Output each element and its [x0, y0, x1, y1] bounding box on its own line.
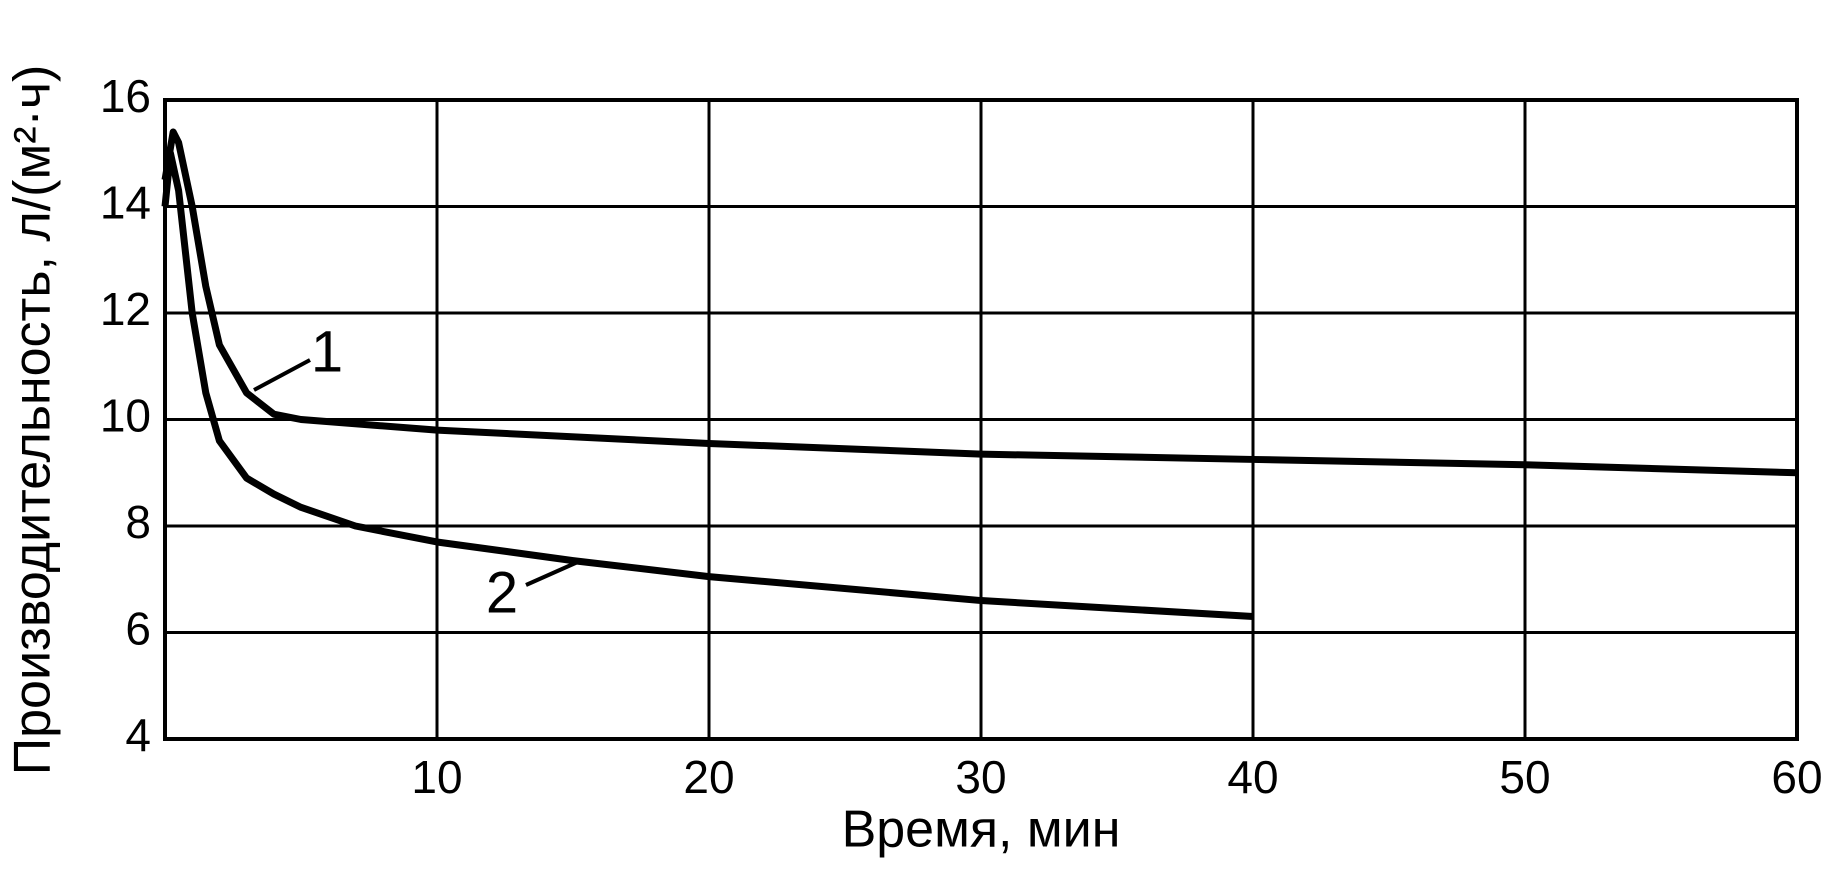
series-label: 2 — [486, 560, 518, 625]
leader-line — [525, 559, 581, 587]
y-tick-label: 14 — [100, 177, 151, 229]
y-tick-label: 6 — [125, 603, 151, 655]
x-tick-label: 50 — [1499, 751, 1550, 803]
x-tick-label: 60 — [1771, 751, 1822, 803]
y-tick-label: 16 — [100, 70, 151, 122]
line-series — [161, 149, 1254, 621]
x-tick-label: 40 — [1227, 751, 1278, 803]
y-tick-label: 10 — [100, 390, 151, 442]
y-tick-label: 12 — [100, 283, 151, 335]
x-tick-label: 30 — [955, 751, 1006, 803]
leader-line — [253, 358, 311, 392]
plot-frame — [163, 98, 1799, 741]
y-tick-label: 4 — [125, 709, 151, 761]
y-axis-title: Производительность, л/(м²·ч) — [4, 65, 62, 776]
y-tick-label: 8 — [125, 496, 151, 548]
x-axis-title: Время, мин — [842, 801, 1121, 859]
x-tick-label: 10 — [411, 751, 462, 803]
line-series — [161, 128, 1798, 477]
series-label: 1 — [311, 319, 343, 384]
grid — [165, 98, 1799, 741]
curves — [161, 128, 1798, 621]
x-tick-label: 20 — [683, 751, 734, 803]
